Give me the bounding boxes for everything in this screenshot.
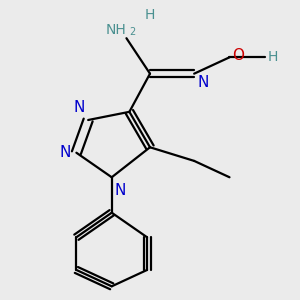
- Text: N: N: [115, 183, 126, 198]
- Text: 2: 2: [129, 27, 136, 37]
- Text: H: H: [145, 8, 155, 22]
- Text: H: H: [268, 50, 278, 64]
- Text: N: N: [59, 145, 70, 160]
- Text: O: O: [232, 48, 244, 63]
- Text: N: N: [197, 75, 208, 90]
- Text: NH: NH: [106, 23, 126, 37]
- Text: N: N: [74, 100, 85, 115]
